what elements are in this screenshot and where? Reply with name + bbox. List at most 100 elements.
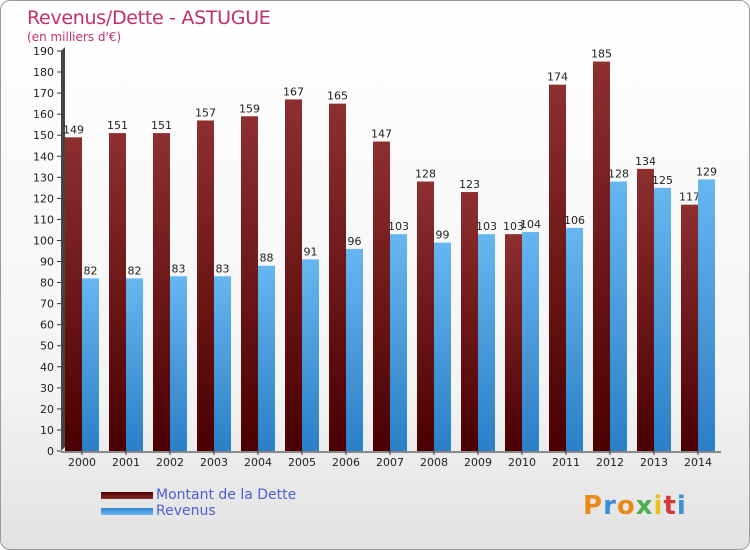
chart-subtitle: (en milliers d'€) <box>27 30 122 44</box>
bar-revenus <box>390 234 407 451</box>
value-label-revenus: 103 <box>388 220 409 233</box>
x-tick-label: 2010 <box>508 456 536 469</box>
value-label-revenus: 96 <box>348 235 362 248</box>
y-axis-wall <box>61 47 65 451</box>
x-tick-label: 2008 <box>420 456 448 469</box>
x-tick-label: 2009 <box>464 456 492 469</box>
bar-revenus <box>698 179 715 451</box>
value-label-dette: 123 <box>459 178 480 191</box>
legend-item-dette: Montant de la Dette <box>101 487 296 503</box>
y-tick-label: 60 <box>40 319 54 332</box>
x-tick-label: 2001 <box>112 456 140 469</box>
x-tick-label: 2002 <box>156 456 184 469</box>
y-tick-label: 130 <box>33 171 54 184</box>
value-label-revenus: 129 <box>696 165 717 178</box>
y-tick-label: 70 <box>40 298 54 311</box>
chart-title: Revenus/Dette - ASTUGUE <box>27 7 271 29</box>
value-label-dette: 159 <box>239 102 260 115</box>
y-tick-label: 160 <box>33 108 54 121</box>
y-tick-label: 140 <box>33 150 54 163</box>
y-tick-label: 190 <box>33 45 54 58</box>
bar-dette <box>637 168 654 452</box>
legend-swatch-dette <box>101 491 153 499</box>
value-label-revenus: 83 <box>172 262 186 275</box>
x-tick-label: 2003 <box>200 456 228 469</box>
value-label-dette: 151 <box>107 119 128 132</box>
y-tick-label: 40 <box>40 361 54 374</box>
y-tick-label: 100 <box>33 234 54 247</box>
value-label-revenus: 91 <box>304 245 318 258</box>
bar-dette <box>153 133 170 451</box>
x-tick-label: 2012 <box>596 456 624 469</box>
bar-revenus <box>566 227 583 451</box>
y-tick-label: 20 <box>40 403 54 416</box>
bar-dette <box>329 103 346 451</box>
value-label-revenus: 104 <box>520 218 541 231</box>
value-label-dette: 157 <box>195 106 216 119</box>
y-tick-label: 150 <box>33 129 54 142</box>
y-tick-label: 50 <box>40 340 54 353</box>
value-label-dette: 167 <box>283 85 304 98</box>
x-tick-label: 2000 <box>68 456 96 469</box>
y-tick-label: 80 <box>40 277 54 290</box>
value-label-dette: 149 <box>63 123 84 136</box>
bar-revenus <box>610 181 627 452</box>
x-tick-label: 2013 <box>640 456 668 469</box>
y-tick-label: 110 <box>33 213 54 226</box>
legend-swatch-revenus <box>101 507 153 515</box>
value-label-revenus: 106 <box>564 214 585 227</box>
y-tick-label: 10 <box>40 424 54 437</box>
bar-revenus <box>434 242 451 451</box>
bar-revenus <box>126 278 143 451</box>
bar-dette <box>241 116 258 452</box>
bar-dette <box>505 234 522 451</box>
x-tick-label: 2014 <box>684 456 712 469</box>
bar-dette <box>197 120 214 451</box>
value-label-dette: 128 <box>415 168 436 181</box>
bar-dette <box>285 99 302 451</box>
bar-revenus <box>214 276 231 451</box>
value-label-revenus: 103 <box>476 220 497 233</box>
x-axis-floor <box>61 451 721 453</box>
bar-revenus <box>478 234 495 451</box>
y-tick-label: 120 <box>33 192 54 205</box>
x-tick-label: 2005 <box>288 456 316 469</box>
value-label-dette: 185 <box>591 48 612 61</box>
bar-dette <box>549 84 566 452</box>
legend-label-revenus: Revenus <box>156 503 216 519</box>
value-label-revenus: 128 <box>608 168 629 181</box>
value-label-revenus: 99 <box>436 229 450 242</box>
value-label-revenus: 125 <box>652 174 673 187</box>
value-label-dette: 165 <box>327 90 348 103</box>
x-tick-label: 2004 <box>244 456 272 469</box>
bar-dette <box>593 61 610 452</box>
bar-revenus <box>170 276 187 451</box>
legend-label-dette: Montant de la Dette <box>156 487 297 503</box>
y-tick-label: 180 <box>33 66 54 79</box>
y-tick-label: 90 <box>40 256 54 269</box>
y-tick-label: 170 <box>33 87 54 100</box>
x-tick-label: 2011 <box>552 456 580 469</box>
bar-revenus <box>346 248 363 451</box>
value-label-dette: 117 <box>679 191 700 204</box>
bar-revenus <box>82 278 99 451</box>
value-label-dette: 151 <box>151 119 172 132</box>
bar-revenus <box>522 232 539 451</box>
bar-revenus <box>302 259 319 451</box>
bar-dette <box>461 192 478 452</box>
value-label-dette: 134 <box>635 155 656 168</box>
bar-dette <box>417 181 434 452</box>
legend-item-revenus: Revenus <box>101 503 296 519</box>
proxiti-logo: Proxiti <box>583 491 687 521</box>
value-label-revenus: 83 <box>216 262 230 275</box>
value-label-revenus: 88 <box>260 252 274 265</box>
value-label-revenus: 82 <box>84 264 98 277</box>
bar-dette <box>681 204 698 451</box>
bar-dette <box>373 141 390 452</box>
bar-revenus <box>258 265 275 451</box>
value-label-dette: 174 <box>547 71 568 84</box>
legend: Montant de la Dette Revenus <box>101 487 296 519</box>
y-tick-label: 30 <box>40 382 54 395</box>
